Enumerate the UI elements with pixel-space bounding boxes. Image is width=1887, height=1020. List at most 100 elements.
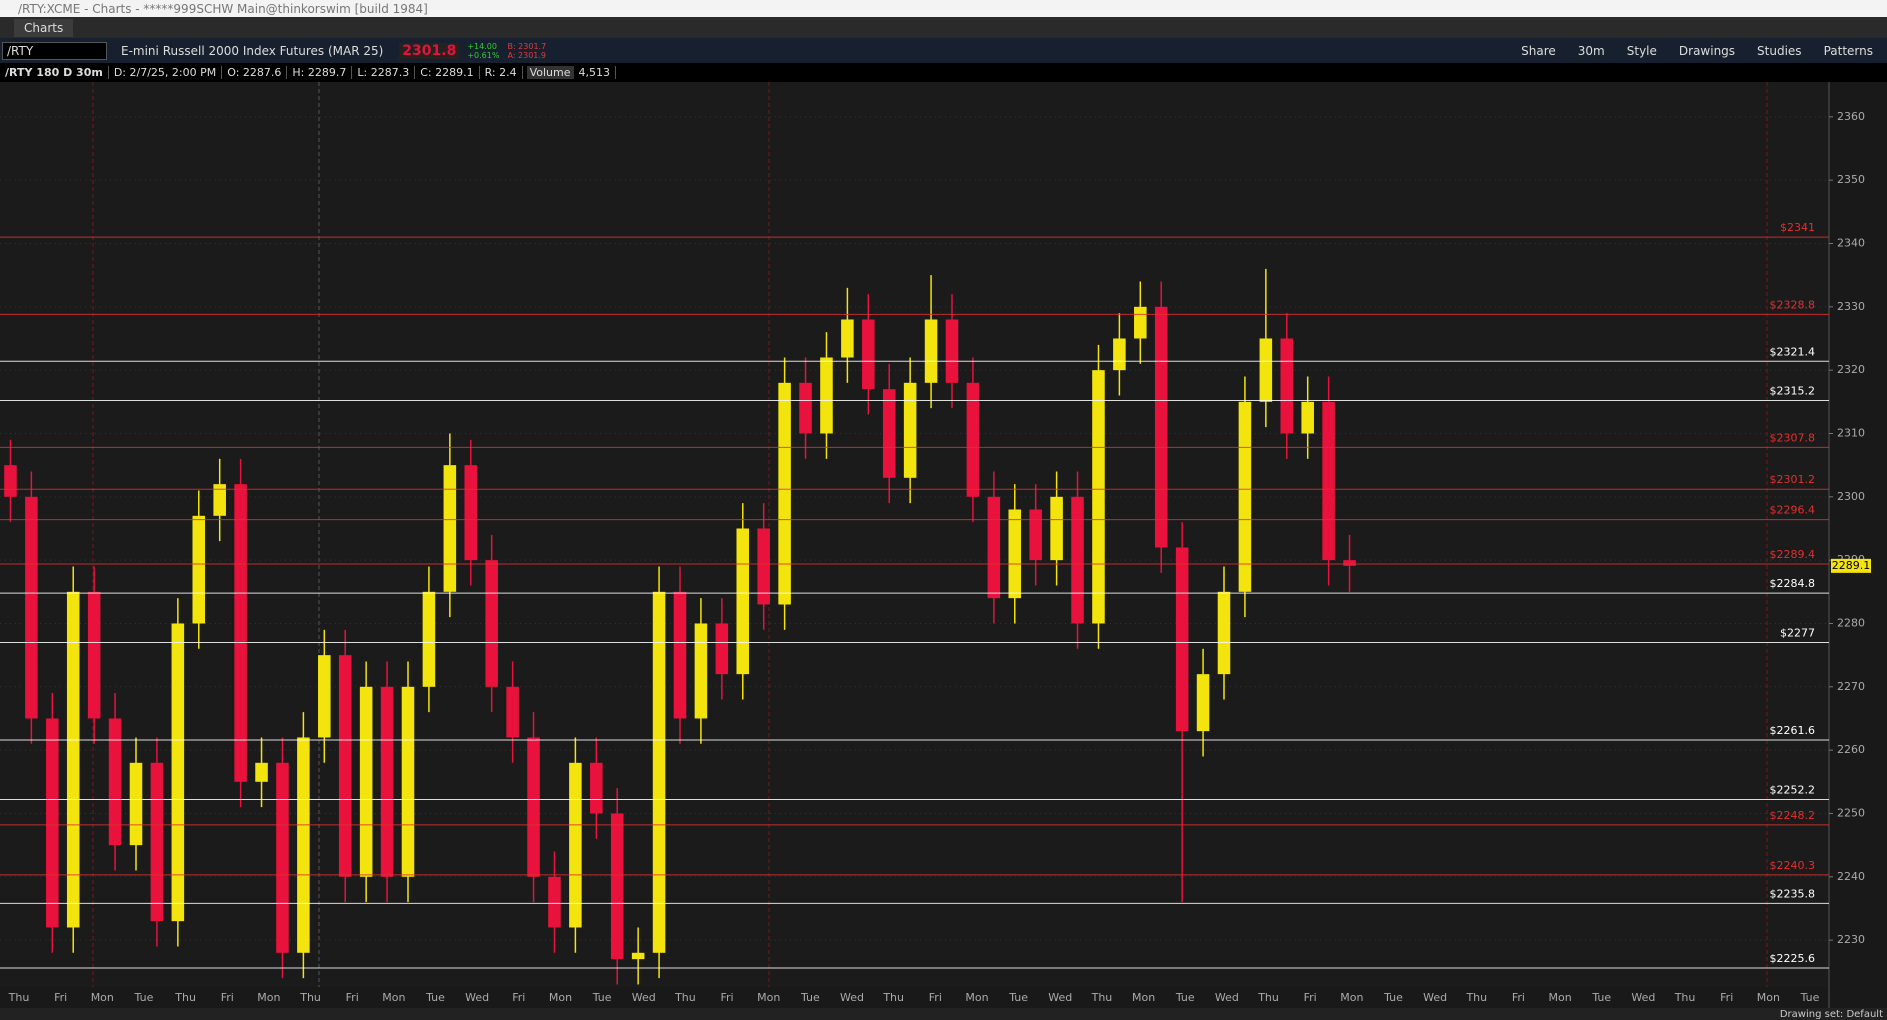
candle-body — [129, 762, 143, 846]
candle-body — [736, 528, 750, 675]
candle-body — [1050, 496, 1063, 561]
candle-body — [1259, 338, 1273, 402]
x-tick-label: Tue — [592, 991, 612, 1004]
candle-body — [987, 496, 1001, 599]
level-label: $2277 — [1780, 626, 1815, 639]
candle-body — [903, 382, 917, 478]
candle-body — [234, 484, 247, 782]
last-price: 2301.8 — [399, 42, 460, 59]
x-tick-label: Wed — [840, 991, 864, 1004]
level-label: $2252.2 — [1770, 784, 1816, 797]
candle-body — [778, 382, 791, 605]
x-tick-label: Tue — [1008, 991, 1028, 1004]
candle-body — [108, 718, 122, 846]
x-tick-label: Fri — [929, 991, 942, 1004]
last-price-label: 2289.1 — [1832, 559, 1871, 572]
y-tick-label: 2280 — [1837, 616, 1865, 629]
level-label: $2341 — [1780, 221, 1815, 234]
candle-body — [213, 484, 226, 516]
toolbar: /RTY E-mini Russell 2000 Index Futures (… — [0, 38, 1887, 63]
style-button[interactable]: Style — [1626, 43, 1657, 58]
candle-body — [485, 560, 498, 687]
tab[interactable]: Charts — [14, 18, 74, 37]
candle-body — [46, 718, 59, 928]
candle-body — [25, 496, 38, 719]
candle-body — [359, 686, 373, 877]
candle-body — [694, 623, 708, 719]
level-label: $2284.8 — [1770, 577, 1816, 590]
candle-body — [171, 623, 185, 922]
x-tick-label: Fri — [1304, 991, 1317, 1004]
level-label: $2328.8 — [1770, 298, 1816, 311]
toolbar-buttons: Share 30m Style Drawings Studies Pattern… — [1521, 44, 1887, 58]
candle-body — [527, 737, 540, 877]
candle-body — [150, 762, 164, 922]
window-title: /RTY:XCME - Charts - *****999SCHW Main@t… — [18, 1, 428, 16]
x-tick-label: Thu — [174, 991, 196, 1004]
candle-body — [1092, 370, 1105, 624]
candle-body — [924, 319, 938, 383]
candle-body — [652, 591, 666, 953]
last-price-tag — [1831, 558, 1871, 573]
candle-body — [1008, 509, 1022, 599]
x-tick-label: Mon — [1757, 991, 1780, 1004]
ask: A: 2301.9 — [507, 50, 547, 60]
level-label: $2261.6 — [1770, 724, 1816, 737]
candle-body — [882, 389, 896, 478]
x-tick-label: Fri — [1512, 991, 1525, 1004]
x-tick-label: Wed — [632, 991, 656, 1004]
level-label: $2248.2 — [1770, 809, 1816, 822]
candle-body — [1343, 560, 1356, 566]
candle-body — [338, 655, 352, 877]
x-tick-label: Mon — [965, 991, 988, 1004]
candle-body — [1217, 591, 1231, 675]
level-label: $2301.2 — [1770, 473, 1816, 486]
candle-body — [464, 465, 478, 561]
timeframe-button[interactable]: 30m — [1577, 43, 1605, 58]
studies-button[interactable]: Studies — [1757, 43, 1802, 58]
x-tick-label: Tue — [800, 991, 820, 1004]
x-tick-label: Wed — [1631, 991, 1655, 1004]
x-tick-label: Thu — [882, 991, 904, 1004]
candle-body — [673, 591, 687, 719]
candle-body — [255, 762, 268, 782]
x-tick-label: Wed — [465, 991, 489, 1004]
x-tick-label: Mon — [549, 991, 572, 1004]
x-tick-label: Fri — [346, 991, 359, 1004]
candle-body — [757, 528, 770, 605]
change: +14.00 — [467, 41, 497, 51]
x-tick-label: Tue — [134, 991, 154, 1004]
x-tick-label: Thu — [1674, 991, 1696, 1004]
x-tick-label: Mon — [1548, 991, 1571, 1004]
x-tick-label: Tue — [1175, 991, 1195, 1004]
candle-body — [590, 762, 603, 814]
candle-body — [862, 319, 875, 390]
level-label: $2321.4 — [1770, 345, 1816, 358]
y-tick-label: 2300 — [1837, 490, 1865, 503]
x-tick-label: Fri — [1720, 991, 1733, 1004]
x-tick-label: Thu — [1091, 991, 1113, 1004]
x-tick-label: Thu — [1465, 991, 1487, 1004]
candle-body — [841, 319, 854, 358]
drawings-button[interactable]: Drawings — [1678, 43, 1736, 58]
level-label: $2235.8 — [1770, 887, 1816, 900]
info-bar: /RTY 180 D 30m D: 2/7/25, 2:00 PM O: 228… — [0, 63, 1887, 82]
title-bar: /RTY:XCME - Charts - *****999SCHW Main@t… — [0, 0, 1887, 17]
level-label: $2307.8 — [1770, 431, 1816, 444]
level-label: $2225.6 — [1770, 952, 1816, 965]
candle-body — [631, 952, 645, 960]
status-bar: Drawing set: Default — [0, 1008, 1887, 1020]
y-tick-label: 2360 — [1837, 110, 1865, 123]
status-text: Drawing set: Default — [1779, 1008, 1883, 1020]
patterns-button[interactable]: Patterns — [1823, 43, 1873, 58]
x-tick-label: Wed — [1048, 991, 1072, 1004]
candle-body — [1238, 401, 1252, 592]
candle-body — [1154, 306, 1168, 548]
candle-body — [820, 357, 833, 434]
level-label: $2289.4 — [1770, 548, 1816, 561]
tab-bar: Charts — [0, 17, 1887, 38]
share-button[interactable]: Share — [1521, 43, 1556, 58]
x-tick-label: Fri — [512, 991, 525, 1004]
symbol-input[interactable]: /RTY — [2, 41, 107, 60]
y-tick-label: 2270 — [1837, 680, 1865, 693]
